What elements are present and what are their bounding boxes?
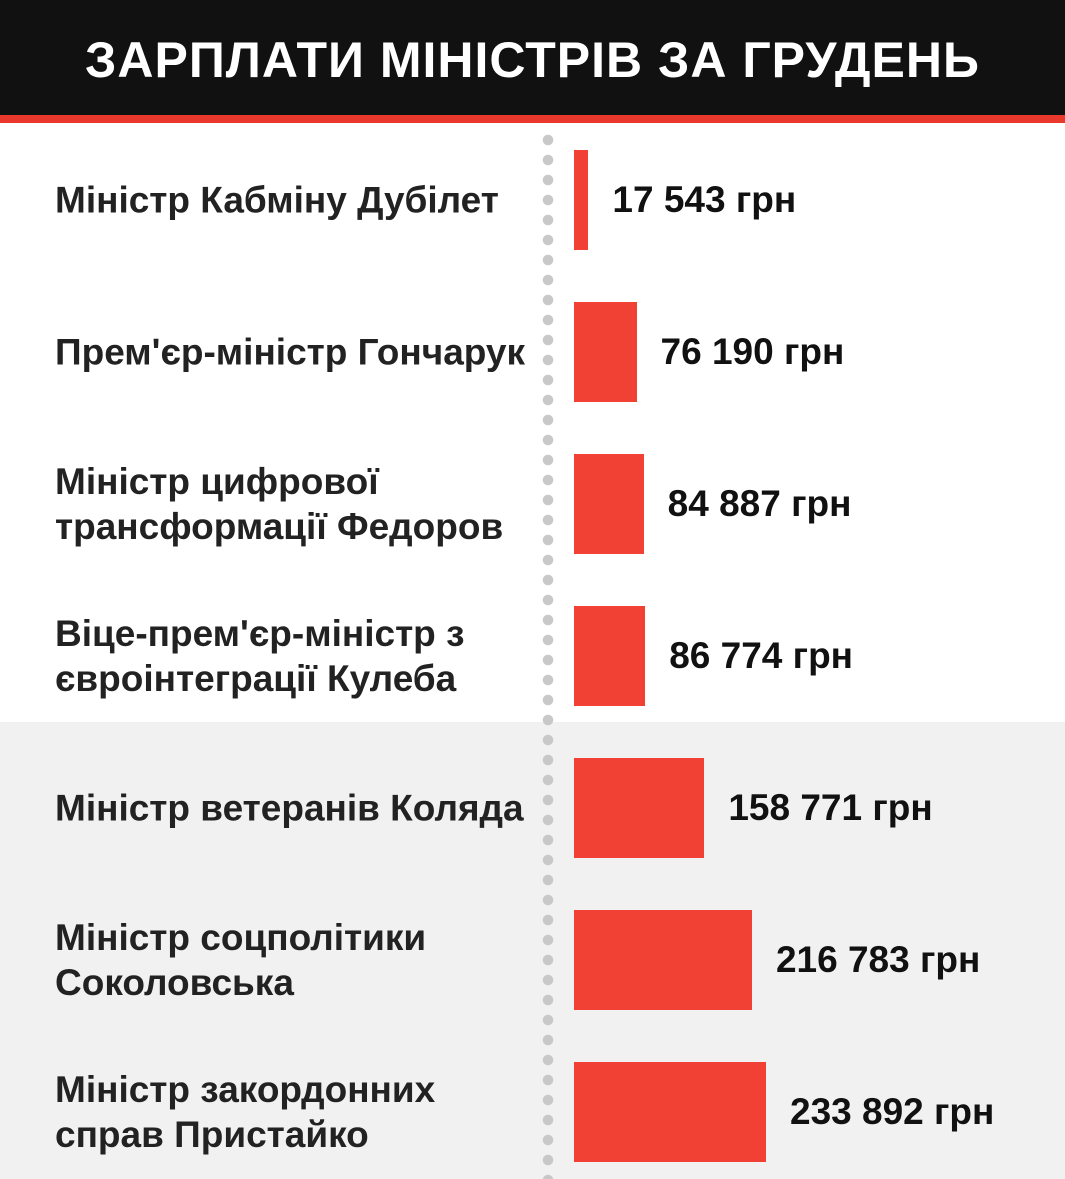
value-label: 233 892 грн <box>790 1091 995 1132</box>
category-label: Міністр соцполітики Соколовська <box>55 917 427 1003</box>
category-label: Віце-прем'єр-міністр з євроінтеграції Ку… <box>55 613 465 699</box>
value-label: 158 771 грн <box>728 787 933 828</box>
value-label: 216 783 грн <box>775 939 981 980</box>
value-label: 76 190 грн <box>660 331 845 372</box>
background-panel <box>0 722 1065 1179</box>
bar <box>574 606 646 706</box>
bar <box>574 302 637 402</box>
bar <box>574 910 752 1010</box>
divider <box>542 130 554 1179</box>
category-label: Міністр цифрової трансформації Федоров <box>55 461 504 547</box>
category-label: Міністр ветеранів Коляда <box>55 787 524 829</box>
value-label: 86 774 грн <box>669 635 854 676</box>
value-label: 84 887 грн <box>667 483 852 524</box>
category-label: Прем'єр-міністр Гончарук <box>55 331 526 373</box>
header-strip <box>0 115 1065 123</box>
value-label: 17 543 грн <box>612 179 797 220</box>
bar <box>574 150 589 250</box>
category-label: Міністр Кабміну Дубілет <box>55 179 499 221</box>
bar <box>574 1062 766 1162</box>
bar <box>574 454 644 554</box>
bar <box>574 758 705 858</box>
category-label: Міністр закордонних справ Пристайко <box>55 1069 436 1155</box>
header <box>0 0 1065 115</box>
chart-title: ЗАРПЛАТИ МІНІСТРІВ ЗА ГРУДЕНЬ <box>85 32 980 88</box>
